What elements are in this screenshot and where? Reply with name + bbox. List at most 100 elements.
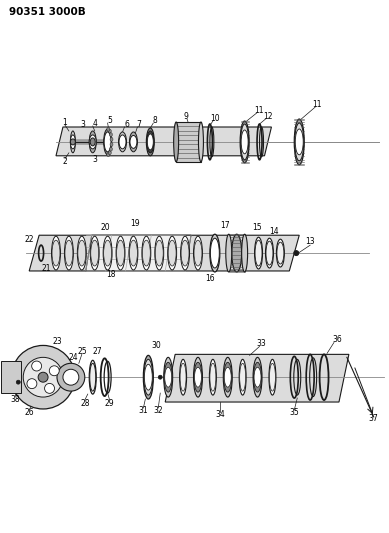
Text: 22: 22: [25, 235, 34, 244]
Ellipse shape: [90, 364, 96, 391]
Text: 36: 36: [332, 335, 342, 344]
Text: 9: 9: [184, 111, 189, 120]
Ellipse shape: [223, 357, 232, 397]
Ellipse shape: [65, 236, 74, 270]
Text: 10: 10: [210, 114, 220, 123]
Ellipse shape: [129, 236, 138, 270]
Text: 6: 6: [124, 119, 129, 128]
Ellipse shape: [209, 359, 216, 395]
Ellipse shape: [270, 364, 275, 391]
Ellipse shape: [255, 240, 262, 266]
Circle shape: [158, 375, 162, 379]
Ellipse shape: [144, 356, 153, 399]
Ellipse shape: [180, 359, 187, 395]
Ellipse shape: [108, 151, 111, 155]
Ellipse shape: [269, 359, 276, 395]
Circle shape: [57, 364, 85, 391]
Ellipse shape: [107, 127, 110, 131]
Ellipse shape: [107, 152, 110, 157]
Text: 19: 19: [131, 219, 140, 228]
Text: 32: 32: [153, 407, 163, 415]
Circle shape: [49, 366, 59, 376]
Ellipse shape: [110, 138, 113, 141]
Ellipse shape: [90, 236, 99, 270]
Polygon shape: [86, 235, 191, 271]
Ellipse shape: [89, 360, 96, 394]
Polygon shape: [165, 354, 349, 402]
Ellipse shape: [254, 237, 263, 269]
Text: 17: 17: [220, 221, 230, 230]
Ellipse shape: [253, 357, 262, 397]
Ellipse shape: [144, 359, 153, 395]
Ellipse shape: [103, 240, 112, 266]
Text: 7: 7: [136, 119, 141, 128]
Text: 28: 28: [80, 399, 89, 408]
Circle shape: [32, 361, 42, 371]
Text: 38: 38: [11, 394, 20, 403]
Ellipse shape: [232, 234, 242, 272]
Ellipse shape: [295, 129, 303, 155]
Ellipse shape: [164, 362, 172, 392]
Text: 31: 31: [138, 407, 148, 415]
Ellipse shape: [77, 236, 86, 270]
Ellipse shape: [266, 241, 273, 265]
Ellipse shape: [242, 234, 248, 272]
Bar: [176, 122, 201, 161]
Ellipse shape: [240, 121, 249, 163]
Ellipse shape: [104, 132, 111, 152]
Text: 33: 33: [257, 339, 266, 348]
Ellipse shape: [168, 236, 177, 270]
Text: 3: 3: [81, 119, 85, 128]
Ellipse shape: [155, 240, 163, 266]
Text: 30: 30: [151, 341, 161, 350]
Ellipse shape: [109, 133, 112, 136]
Ellipse shape: [277, 242, 284, 264]
Text: 12: 12: [263, 111, 272, 120]
Circle shape: [27, 378, 37, 389]
Circle shape: [38, 372, 48, 382]
Ellipse shape: [254, 367, 261, 387]
Ellipse shape: [144, 364, 152, 390]
Text: 37: 37: [369, 414, 378, 423]
Circle shape: [16, 380, 20, 384]
Ellipse shape: [103, 129, 112, 155]
Ellipse shape: [224, 362, 232, 392]
Text: 15: 15: [252, 223, 261, 232]
Ellipse shape: [117, 240, 124, 266]
Ellipse shape: [193, 357, 202, 397]
Ellipse shape: [180, 236, 189, 270]
Ellipse shape: [294, 119, 304, 165]
Circle shape: [11, 345, 75, 409]
Text: 3: 3: [92, 155, 97, 164]
Ellipse shape: [180, 364, 186, 391]
Ellipse shape: [194, 240, 202, 266]
Ellipse shape: [265, 238, 273, 268]
Ellipse shape: [78, 240, 86, 266]
Circle shape: [294, 251, 299, 256]
Text: 2: 2: [63, 157, 67, 166]
Text: 25: 25: [78, 347, 88, 356]
Ellipse shape: [89, 135, 96, 149]
Ellipse shape: [130, 240, 137, 266]
Ellipse shape: [116, 236, 125, 270]
Ellipse shape: [254, 362, 261, 392]
Ellipse shape: [210, 364, 216, 391]
Ellipse shape: [110, 142, 113, 147]
Circle shape: [45, 383, 54, 393]
Ellipse shape: [241, 124, 249, 160]
Ellipse shape: [130, 135, 137, 148]
Ellipse shape: [277, 239, 284, 267]
Ellipse shape: [210, 238, 219, 268]
Text: 29: 29: [105, 399, 114, 408]
Text: 13: 13: [305, 237, 315, 246]
Ellipse shape: [119, 135, 126, 149]
Text: 1: 1: [63, 118, 67, 126]
Ellipse shape: [194, 367, 202, 387]
Ellipse shape: [90, 138, 95, 146]
Ellipse shape: [51, 236, 60, 270]
Text: 35: 35: [289, 408, 299, 417]
Text: 4: 4: [92, 118, 97, 127]
Ellipse shape: [173, 122, 179, 161]
Text: 11: 11: [312, 100, 322, 109]
Ellipse shape: [65, 240, 73, 266]
